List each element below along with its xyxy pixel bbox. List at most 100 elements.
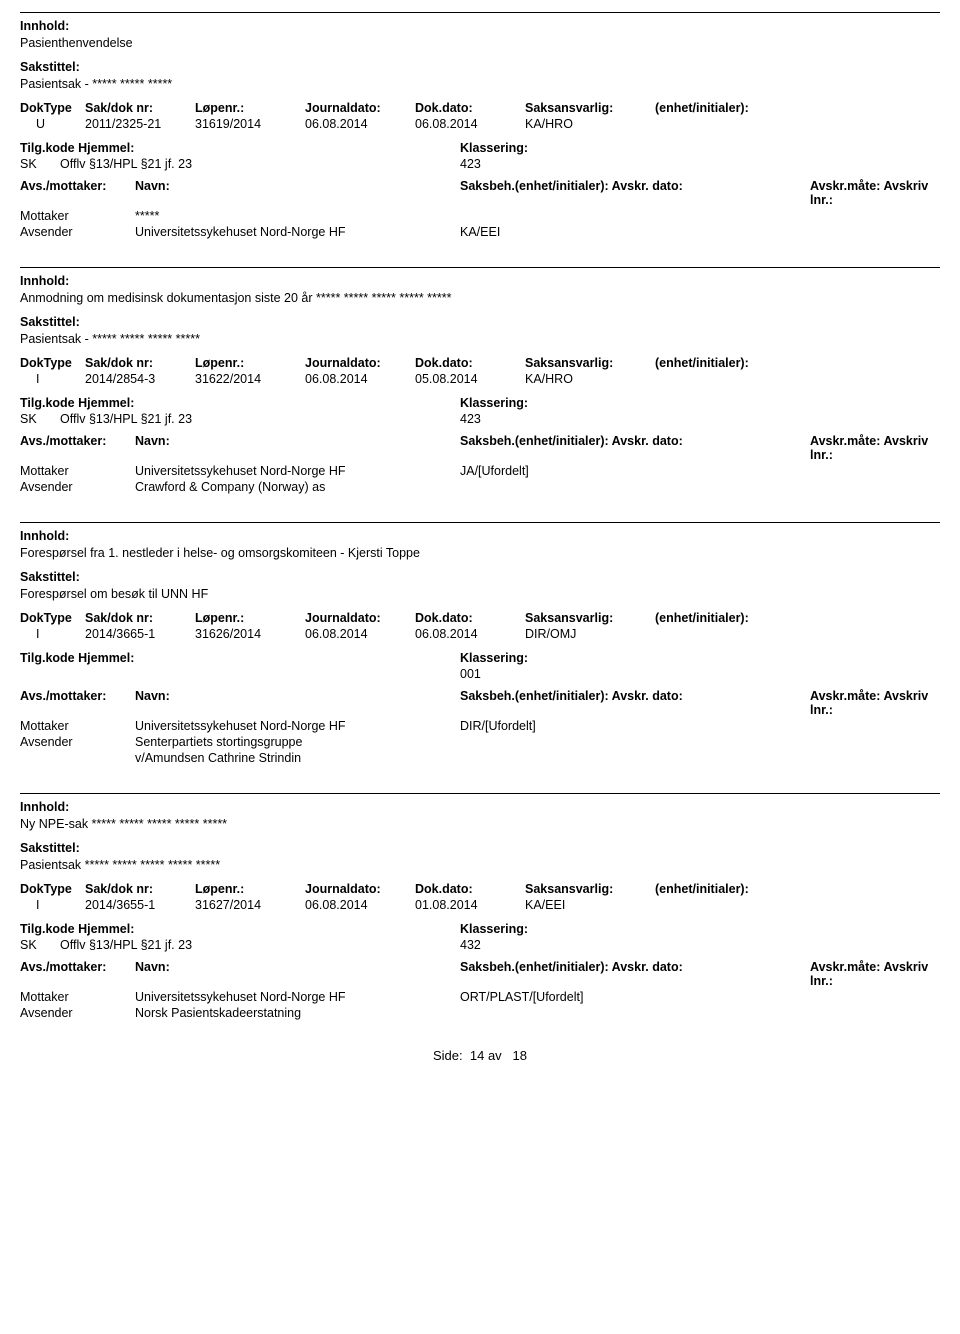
journaldato-header: Journaldato: bbox=[305, 101, 415, 115]
avsender-name: Norsk Pasientskadeerstatning bbox=[135, 1006, 460, 1020]
sakstittel-value: Pasientsak - ***** ***** ***** ***** bbox=[20, 332, 940, 346]
innhold-label: Innhold: bbox=[20, 274, 940, 288]
avs-header-row: Avs./mottaker: Navn: Saksbeh.(enhet/init… bbox=[20, 434, 940, 462]
sakdok-value: 2014/2854-3 bbox=[85, 372, 195, 386]
mottaker-name: ***** bbox=[135, 209, 460, 223]
avs-header-row: Avs./mottaker: Navn: Saksbeh.(enhet/init… bbox=[20, 689, 940, 717]
avskrmate-header: Avskr.måte: bbox=[810, 689, 880, 703]
avsender-row: Avsender Crawford & Company (Norway) as bbox=[20, 480, 940, 494]
dokdato-value: 06.08.2014 bbox=[415, 627, 525, 641]
footer-av-label: av bbox=[488, 1048, 502, 1063]
page-footer: Side: 14 av 18 bbox=[20, 1048, 940, 1063]
sakdok-header: Sak/dok nr: bbox=[85, 882, 195, 896]
hjemmel-value-row: SK Offlv §13/HPL §21 jf. 23 423 bbox=[20, 412, 940, 426]
avsender-label-2 bbox=[20, 751, 135, 765]
journaldato-value: 06.08.2014 bbox=[305, 898, 415, 912]
enhet-header: (enhet/initialer): bbox=[655, 356, 815, 370]
journaldato-value: 06.08.2014 bbox=[305, 372, 415, 386]
enhet-value bbox=[655, 627, 815, 641]
hjemmel-value bbox=[60, 667, 460, 681]
sakstittel-value: Pasientsak ***** ***** ***** ***** ***** bbox=[20, 858, 940, 872]
hjemmel-header-row: Tilg.kode Hjemmel: Klassering: bbox=[20, 651, 940, 665]
doktype-header: DokType bbox=[20, 101, 85, 115]
dokdato-value: 06.08.2014 bbox=[415, 117, 525, 131]
avsender-beh bbox=[460, 480, 940, 494]
mottaker-beh: ORT/PLAST/[Ufordelt] bbox=[460, 990, 940, 1004]
avskrmate-header: Avskr.måte: bbox=[810, 434, 880, 448]
avsender-beh bbox=[460, 1006, 940, 1020]
saksbeh-header: Saksbeh.(enhet/initialer): bbox=[460, 689, 609, 703]
tilg-header: Tilg.kode bbox=[20, 396, 75, 410]
lopenr-value: 31619/2014 bbox=[195, 117, 305, 131]
avsender-row: Avsender Senterpartiets stortingsgruppe bbox=[20, 735, 940, 749]
journaldato-header: Journaldato: bbox=[305, 356, 415, 370]
avsender-label: Avsender bbox=[20, 225, 135, 239]
hjemmel-header: Hjemmel: bbox=[78, 141, 134, 155]
hjemmel-value: Offlv §13/HPL §21 jf. 23 bbox=[60, 938, 460, 952]
avskrdato-header: Avskr. dato: bbox=[612, 179, 683, 193]
saksbeh-header: Saksbeh.(enhet/initialer): bbox=[460, 434, 609, 448]
avsender-row: Avsender Universitetssykehuset Nord-Norg… bbox=[20, 225, 940, 239]
hjemmel-value-row: SK Offlv §13/HPL §21 jf. 23 432 bbox=[20, 938, 940, 952]
sakstittel-label: Sakstittel: bbox=[20, 315, 940, 329]
mottaker-row: Mottaker Universitetssykehuset Nord-Norg… bbox=[20, 464, 940, 478]
meta-value-row: U 2011/2325-21 31619/2014 06.08.2014 06.… bbox=[20, 117, 940, 131]
doktype-value: I bbox=[20, 898, 85, 912]
tilg-value: SK bbox=[20, 157, 60, 171]
avsender-name: Universitetssykehuset Nord-Norge HF bbox=[135, 225, 460, 239]
meta-header-row: DokType Sak/dok nr: Løpenr.: Journaldato… bbox=[20, 882, 940, 896]
avskrmate-header: Avskr.måte: bbox=[810, 179, 880, 193]
navn-header: Navn: bbox=[135, 960, 460, 988]
avsender-beh: KA/EEI bbox=[460, 225, 940, 239]
avskrdato-header: Avskr. dato: bbox=[612, 434, 683, 448]
saksansvarlig-header: Saksansvarlig: bbox=[525, 356, 655, 370]
avskrmate-header: Avskr.måte: bbox=[810, 960, 880, 974]
hjemmel-value: Offlv §13/HPL §21 jf. 23 bbox=[60, 412, 460, 426]
sakdok-value: 2011/2325-21 bbox=[85, 117, 195, 131]
meta-header-row: DokType Sak/dok nr: Løpenr.: Journaldato… bbox=[20, 356, 940, 370]
mottaker-name: Universitetssykehuset Nord-Norge HF bbox=[135, 464, 460, 478]
mottaker-label: Mottaker bbox=[20, 719, 135, 733]
doktype-header: DokType bbox=[20, 356, 85, 370]
mottaker-name: Universitetssykehuset Nord-Norge HF bbox=[135, 990, 460, 1004]
journal-entry: Innhold: Forespørsel fra 1. nestleder i … bbox=[20, 522, 940, 765]
doktype-value: I bbox=[20, 372, 85, 386]
meta-value-row: I 2014/3665-1 31626/2014 06.08.2014 06.0… bbox=[20, 627, 940, 641]
meta-value-row: I 2014/3655-1 31627/2014 06.08.2014 01.0… bbox=[20, 898, 940, 912]
sakstittel-value: Pasientsak - ***** ***** ***** bbox=[20, 77, 940, 91]
innhold-label: Innhold: bbox=[20, 19, 940, 33]
lopenr-value: 31622/2014 bbox=[195, 372, 305, 386]
avs-header-row: Avs./mottaker: Navn: Saksbeh.(enhet/init… bbox=[20, 179, 940, 207]
innhold-value: Pasienthenvendelse bbox=[20, 36, 940, 50]
mottaker-name: Universitetssykehuset Nord-Norge HF bbox=[135, 719, 460, 733]
lopenr-header: Løpenr.: bbox=[195, 611, 305, 625]
mottaker-row: Mottaker Universitetssykehuset Nord-Norg… bbox=[20, 990, 940, 1004]
klassering-value: 432 bbox=[460, 938, 940, 952]
hjemmel-header-row: Tilg.kode Hjemmel: Klassering: bbox=[20, 141, 940, 155]
innhold-label: Innhold: bbox=[20, 529, 940, 543]
innhold-value: Ny NPE-sak ***** ***** ***** ***** ***** bbox=[20, 817, 940, 831]
avsender-label: Avsender bbox=[20, 735, 135, 749]
dokdato-header: Dok.dato: bbox=[415, 101, 525, 115]
navn-header: Navn: bbox=[135, 434, 460, 462]
klassering-value: 423 bbox=[460, 157, 940, 171]
enhet-header: (enhet/initialer): bbox=[655, 101, 815, 115]
saksansvarlig-value: KA/HRO bbox=[525, 372, 655, 386]
enhet-value bbox=[655, 372, 815, 386]
lopenr-header: Løpenr.: bbox=[195, 356, 305, 370]
saksansvarlig-value: KA/HRO bbox=[525, 117, 655, 131]
avsender-beh bbox=[460, 735, 940, 749]
lopenr-header: Løpenr.: bbox=[195, 882, 305, 896]
tilg-value: SK bbox=[20, 938, 60, 952]
mottaker-label: Mottaker bbox=[20, 464, 135, 478]
lopenr-value: 31626/2014 bbox=[195, 627, 305, 641]
footer-total: 18 bbox=[513, 1048, 527, 1063]
sakstittel-label: Sakstittel: bbox=[20, 841, 940, 855]
avsender-name-2: v/Amundsen Cathrine Strindin bbox=[135, 751, 460, 765]
saksansvarlig-header: Saksansvarlig: bbox=[525, 882, 655, 896]
klassering-header: Klassering: bbox=[460, 651, 528, 665]
hjemmel-header: Hjemmel: bbox=[78, 651, 134, 665]
tilg-value bbox=[20, 667, 60, 681]
doktype-value: I bbox=[20, 627, 85, 641]
saksansvarlig-value: DIR/OMJ bbox=[525, 627, 655, 641]
